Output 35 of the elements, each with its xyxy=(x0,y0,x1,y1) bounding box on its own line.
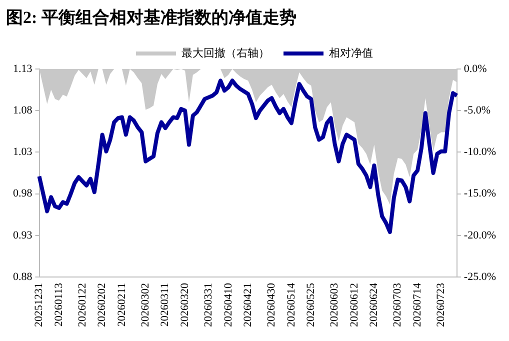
x-tick-label: 20260612 xyxy=(348,283,360,327)
x-tick-label: 20260703 xyxy=(392,282,404,327)
x-tick-label: 20251231 xyxy=(33,283,46,327)
x-tick-label: 20260514 xyxy=(285,282,298,327)
y2-tick-label: 0.0% xyxy=(464,62,487,75)
x-tick-label: 20260211 xyxy=(116,283,128,327)
y-tick-label: 1.03 xyxy=(13,146,33,158)
x-tick-label: 20260723 xyxy=(435,282,448,327)
y2-tick-label: -25.0% xyxy=(464,270,496,283)
legend-label: 最大回撤（右轴） xyxy=(182,46,270,60)
x-tick-label: 20260202 xyxy=(96,283,108,327)
x-tick-label: 20260320 xyxy=(178,282,191,327)
y2-tick-label: -10.0% xyxy=(464,146,496,158)
y2-tick-label: -15.0% xyxy=(464,188,496,200)
x-tick-label: 20260421 xyxy=(242,283,254,327)
y-tick-label: 0.98 xyxy=(13,188,33,200)
x-tick-label: 20260122 xyxy=(76,283,88,327)
legend-label: 相对净值 xyxy=(329,46,373,60)
x-tick-label: 20260331 xyxy=(202,283,215,327)
y-tick-label: 0.93 xyxy=(13,229,33,242)
x-tick-label: 20260525 xyxy=(305,282,318,327)
x-tick-label: 20260410 xyxy=(222,282,234,327)
x-tick-label: 20260302 xyxy=(140,283,152,327)
x-tick-label: 20260624 xyxy=(368,282,380,327)
x-tick-label: 20260430 xyxy=(266,282,278,327)
y-tick-label: 1.08 xyxy=(13,104,33,116)
x-tick-label: 20260603 xyxy=(328,282,341,327)
x-tick-label: 20260311 xyxy=(159,283,172,327)
y-tick-label: 0.88 xyxy=(13,270,33,283)
y2-tick-label: -5.0% xyxy=(464,104,490,116)
chart-title: 图2: 平衡组合相对基准指数的净值走势 xyxy=(0,0,509,34)
x-tick-label: 20260113 xyxy=(52,282,65,327)
y2-tick-label: -20.0% xyxy=(464,229,496,242)
y-tick-label: 1.13 xyxy=(13,62,33,75)
x-tick-label: 20260714 xyxy=(411,282,424,327)
